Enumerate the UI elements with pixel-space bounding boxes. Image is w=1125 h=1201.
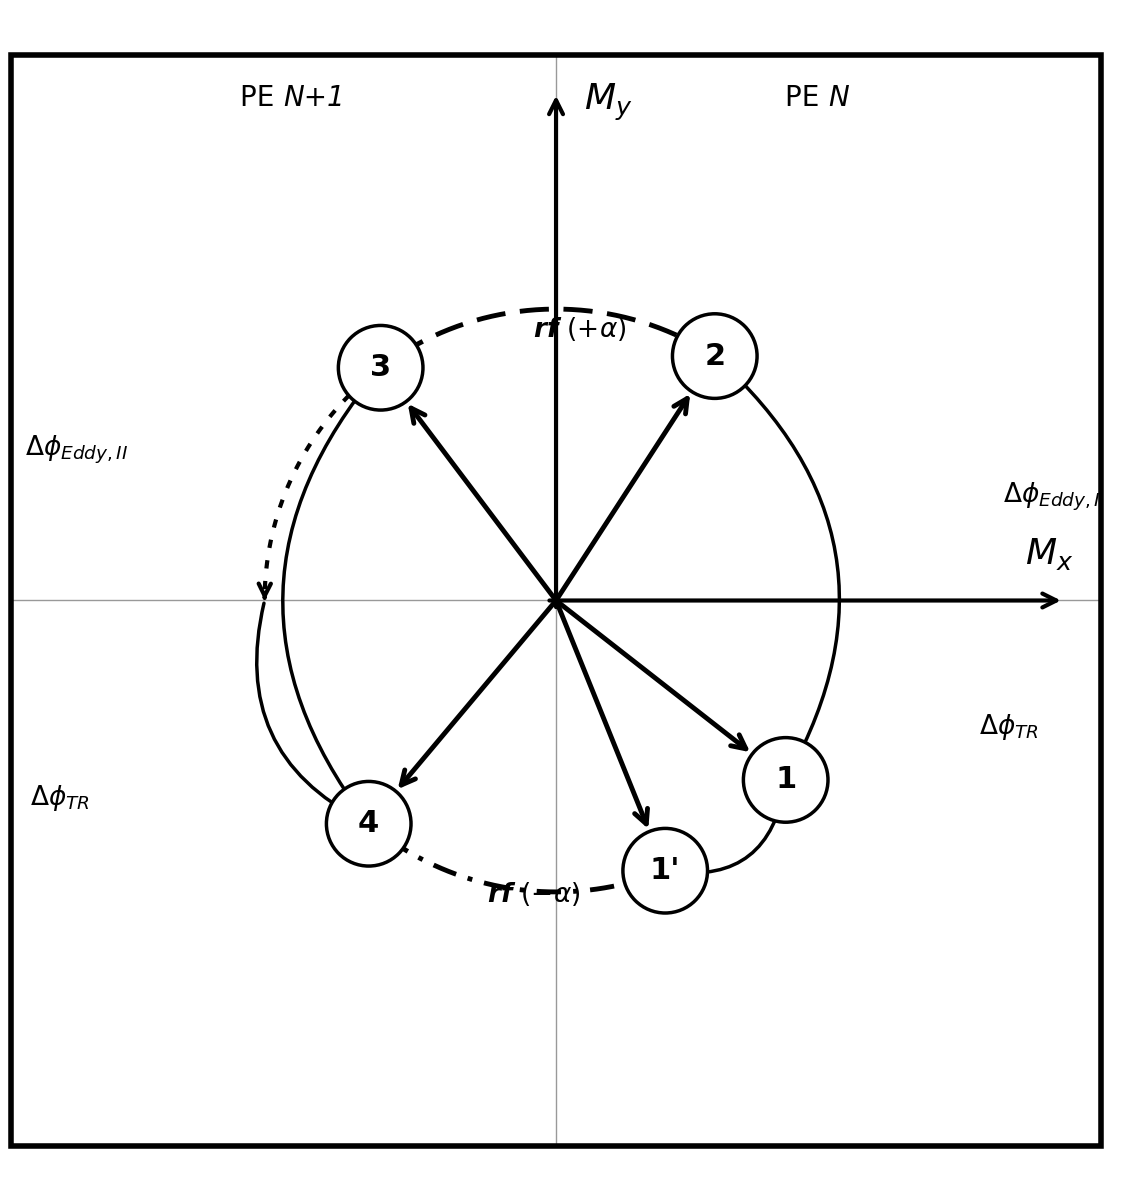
Text: N+1: N+1 (284, 84, 345, 112)
Circle shape (744, 737, 828, 823)
Text: PE: PE (240, 84, 284, 112)
Text: $\Delta\phi_{TR}$: $\Delta\phi_{TR}$ (979, 712, 1038, 742)
Text: $\Delta\phi_{TR}$: $\Delta\phi_{TR}$ (29, 783, 89, 813)
Circle shape (326, 782, 411, 866)
Circle shape (623, 829, 708, 913)
FancyArrowPatch shape (717, 358, 839, 775)
Text: 4: 4 (358, 809, 379, 838)
Text: $\bfit{rf}$ $(-\alpha)$: $\bfit{rf}$ $(-\alpha)$ (486, 880, 580, 908)
Circle shape (339, 325, 423, 410)
Circle shape (673, 313, 757, 399)
Text: $\boldsymbol{M_x}$: $\boldsymbol{M_x}$ (1025, 537, 1073, 573)
Text: $\Delta\phi_{Eddy,II}$: $\Delta\phi_{Eddy,II}$ (25, 434, 128, 466)
Text: 1: 1 (775, 765, 796, 794)
Text: $\boldsymbol{M_y}$: $\boldsymbol{M_y}$ (584, 82, 632, 123)
Text: PE: PE (785, 84, 829, 112)
Text: 3: 3 (370, 353, 391, 382)
FancyArrowPatch shape (256, 603, 362, 820)
Text: 1': 1' (650, 856, 681, 885)
Text: N: N (829, 84, 849, 112)
FancyArrowPatch shape (282, 370, 379, 818)
Text: $\Delta\phi_{Eddy,I}$: $\Delta\phi_{Eddy,I}$ (1002, 480, 1100, 513)
FancyArrowPatch shape (672, 783, 785, 880)
Text: 2: 2 (704, 341, 726, 371)
Text: $\bfit{rf}$ $(+\alpha)$: $\bfit{rf}$ $(+\alpha)$ (533, 316, 627, 343)
